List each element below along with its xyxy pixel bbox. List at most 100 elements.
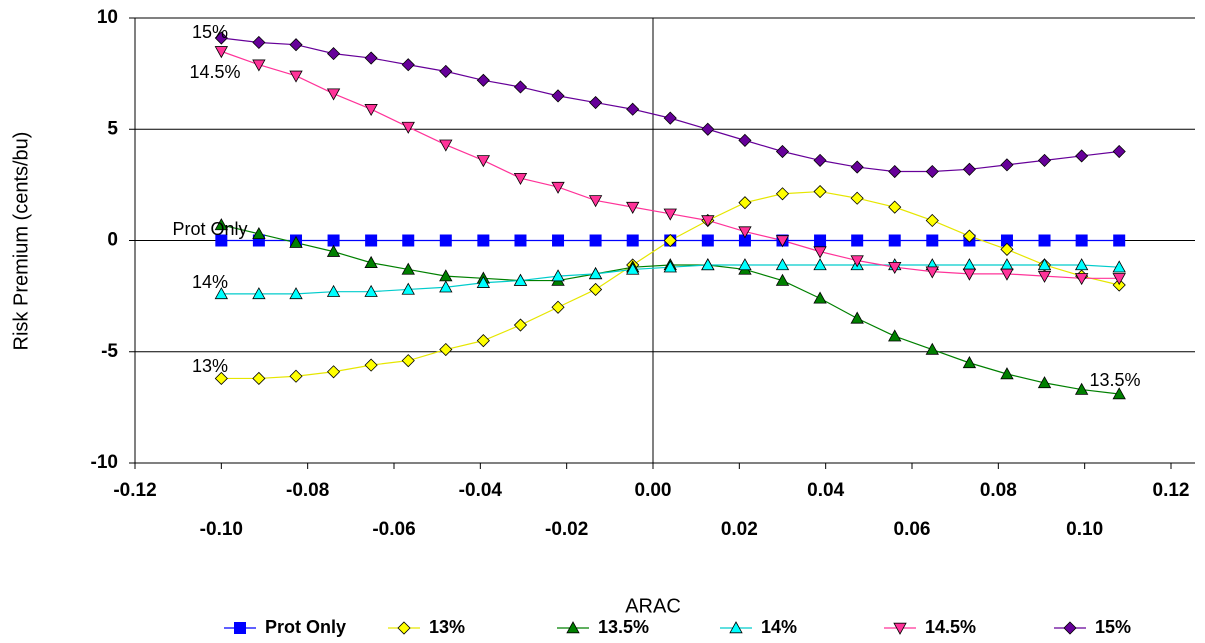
- data-point: [701, 215, 715, 228]
- data-point: [589, 282, 603, 297]
- y-tick-label: -10: [91, 452, 118, 473]
- data-point: [626, 262, 640, 275]
- data-point: [551, 269, 565, 282]
- data-point: [663, 233, 677, 248]
- x-tick-label: 0.12: [1153, 480, 1190, 501]
- legend-label: 13.5%: [598, 617, 649, 637]
- data-point: [252, 59, 266, 72]
- y-tick-label: 0: [107, 230, 118, 251]
- data-point: [551, 300, 565, 314]
- y-tick-label: -5: [101, 341, 118, 362]
- data-point: [439, 139, 453, 152]
- data-point: [1037, 270, 1052, 283]
- data-point: [289, 235, 303, 248]
- data-point: [477, 234, 490, 247]
- data-point: [626, 201, 640, 214]
- data-point: [813, 184, 827, 199]
- data-point: [364, 104, 378, 117]
- data-point: [701, 122, 715, 136]
- data-point: [252, 371, 266, 386]
- data-point: [962, 356, 977, 369]
- data-point: [327, 365, 341, 379]
- data-point: [476, 334, 490, 348]
- data-point: [289, 38, 303, 52]
- data-point: [514, 234, 527, 247]
- data-point: [775, 187, 790, 201]
- data-point: [252, 227, 266, 240]
- data-point: [775, 258, 790, 271]
- data-point: [364, 255, 378, 268]
- x-tick-label: -0.06: [372, 519, 415, 540]
- data-point: [513, 273, 528, 286]
- data-point: [552, 234, 565, 247]
- data-point: [888, 164, 902, 179]
- data-point: [738, 196, 752, 210]
- data-point: [926, 234, 939, 247]
- data-point: [1037, 258, 1052, 271]
- data-point: [364, 284, 378, 297]
- data-point: [701, 258, 715, 271]
- data-point: [925, 213, 939, 228]
- legend-marker: [397, 621, 411, 635]
- annotation: 15%: [192, 22, 228, 42]
- y-axis-title: Risk Premium (cents/bu): [10, 132, 32, 351]
- data-point: [401, 262, 415, 275]
- x-tick-label: -0.04: [459, 480, 503, 501]
- data-point: [402, 234, 415, 247]
- data-point: [850, 311, 864, 324]
- data-point: [439, 234, 452, 247]
- data-point: [1037, 376, 1052, 389]
- data-point: [775, 144, 790, 159]
- data-point: [1112, 260, 1126, 273]
- data-point: [813, 246, 827, 259]
- data-point: [775, 273, 790, 286]
- data-point: [775, 235, 790, 248]
- x-tick-label: -0.08: [286, 480, 329, 501]
- legend-label: 15%: [1095, 617, 1131, 637]
- data-point: [850, 191, 864, 205]
- y-tick-label: 5: [107, 118, 118, 139]
- data-point: [1000, 234, 1013, 247]
- data-point: [738, 133, 752, 147]
- data-point: [289, 369, 303, 383]
- data-point: [925, 342, 939, 355]
- data-point: [513, 172, 528, 186]
- data-point: [326, 88, 341, 101]
- data-point: [326, 284, 341, 297]
- x-tick-label: 0.00: [635, 480, 672, 501]
- annotation: 14%: [192, 272, 228, 292]
- x-tick-label: 0.04: [807, 480, 844, 501]
- data-point: [589, 95, 603, 110]
- legend-label: Prot Only: [265, 617, 346, 637]
- data-point: [1000, 242, 1014, 256]
- data-point: [888, 200, 902, 214]
- data-point: [888, 329, 902, 342]
- data-point: [401, 354, 415, 368]
- data-point: [1074, 258, 1089, 271]
- legend-label: 13%: [429, 617, 465, 637]
- data-point: [476, 275, 491, 288]
- data-point: [626, 102, 640, 116]
- data-point: [1037, 153, 1052, 167]
- data-point: [663, 260, 677, 273]
- data-point: [551, 89, 565, 103]
- data-point: [1075, 149, 1089, 163]
- data-point: [925, 266, 939, 279]
- data-point: [476, 73, 490, 87]
- data-point: [1000, 268, 1014, 281]
- legend-marker: [893, 622, 907, 635]
- annotation: 14.5%: [189, 62, 240, 82]
- data-point: [1074, 273, 1089, 286]
- data-point: [888, 261, 902, 275]
- legend-label: 14.5%: [925, 617, 976, 637]
- data-point: [1000, 367, 1014, 380]
- x-tick-label: -0.12: [113, 480, 156, 501]
- x-tick-label: 0.08: [980, 480, 1017, 501]
- annotation: 13.5%: [1089, 370, 1140, 390]
- data-point: [962, 229, 976, 243]
- legend-marker: [566, 621, 580, 634]
- data-point: [962, 268, 977, 281]
- data-point: [327, 47, 341, 61]
- legend-marker: [1063, 621, 1077, 635]
- data-point: [850, 255, 864, 268]
